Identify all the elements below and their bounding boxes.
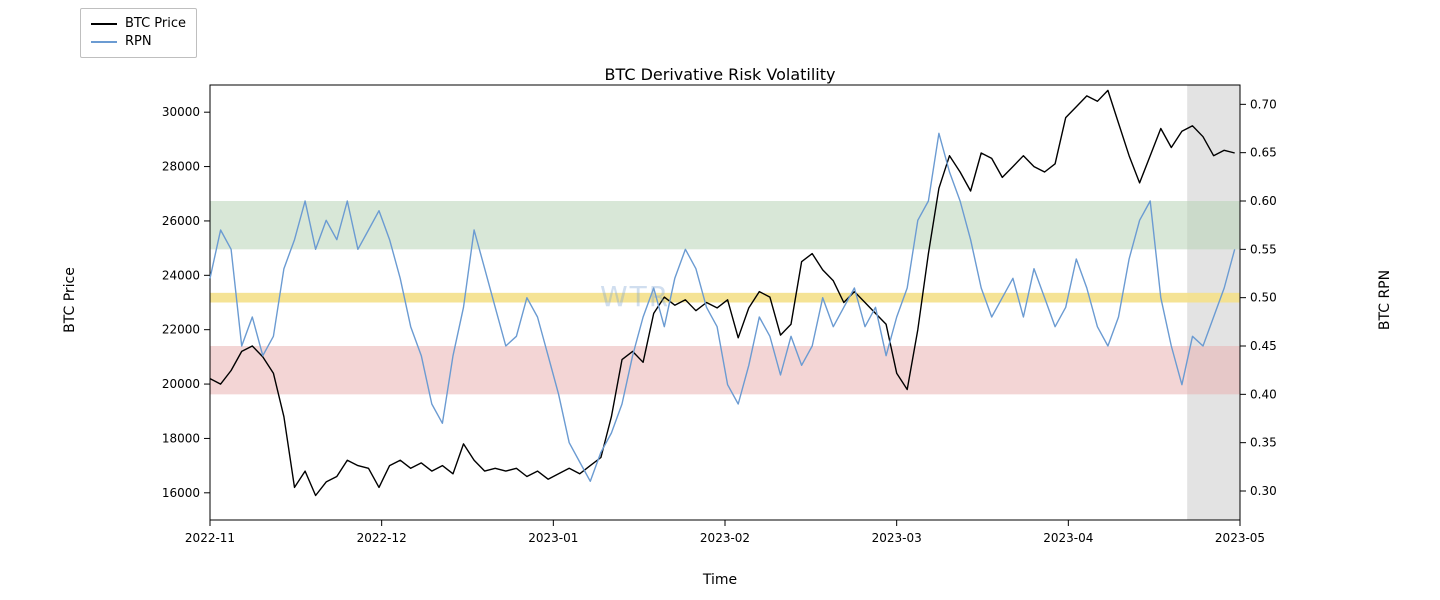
legend: BTC Price RPN: [80, 8, 197, 58]
svg-text:2023-02: 2023-02: [700, 531, 750, 545]
legend-label-rpn: RPN: [125, 33, 152, 51]
y-axis-left-label: BTC Price: [62, 267, 78, 333]
svg-text:2023-05: 2023-05: [1215, 531, 1265, 545]
y-axis-right-label: BTC RPN: [1377, 270, 1393, 330]
svg-text:20000: 20000: [162, 377, 200, 391]
chart-svg: 2022-11 2022-12 2023-01 2023-02 2023-03 2023-…: [0, 0, 1440, 600]
svg-text:0.65: 0.65: [1250, 146, 1277, 160]
svg-text:2023-04: 2023-04: [1043, 531, 1093, 545]
legend-item-btc: BTC Price: [91, 15, 186, 33]
svg-text:0.40: 0.40: [1250, 387, 1277, 401]
svg-text:18000: 18000: [162, 431, 200, 445]
svg-text:24000: 24000: [162, 268, 200, 282]
svg-text:26000: 26000: [162, 214, 200, 228]
x-axis-label: Time: [703, 572, 737, 588]
svg-text:28000: 28000: [162, 160, 200, 174]
svg-text:0.60: 0.60: [1250, 194, 1277, 208]
svg-text:16000: 16000: [162, 486, 200, 500]
legend-swatch-rpn: [91, 41, 117, 43]
svg-text:0.35: 0.35: [1250, 436, 1277, 450]
svg-text:2022-11: 2022-11: [185, 531, 235, 545]
svg-text:0.30: 0.30: [1250, 484, 1277, 498]
svg-text:22000: 22000: [162, 323, 200, 337]
legend-item-rpn: RPN: [91, 33, 186, 51]
svg-text:0.55: 0.55: [1250, 242, 1277, 256]
svg-text:0.50: 0.50: [1250, 291, 1277, 305]
svg-text:30000: 30000: [162, 105, 200, 119]
svg-text:2023-01: 2023-01: [528, 531, 578, 545]
legend-label-btc: BTC Price: [125, 15, 186, 33]
svg-text:0.45: 0.45: [1250, 339, 1277, 353]
svg-text:2023-03: 2023-03: [872, 531, 922, 545]
chart-title: BTC Derivative Risk Volatility: [605, 65, 836, 84]
svg-text:0.70: 0.70: [1250, 97, 1277, 111]
legend-swatch-btc: [91, 23, 117, 25]
svg-text:2022-12: 2022-12: [357, 531, 407, 545]
chart-container: 2022-11 2022-12 2023-01 2023-02 2023-03 2023-…: [0, 0, 1440, 600]
